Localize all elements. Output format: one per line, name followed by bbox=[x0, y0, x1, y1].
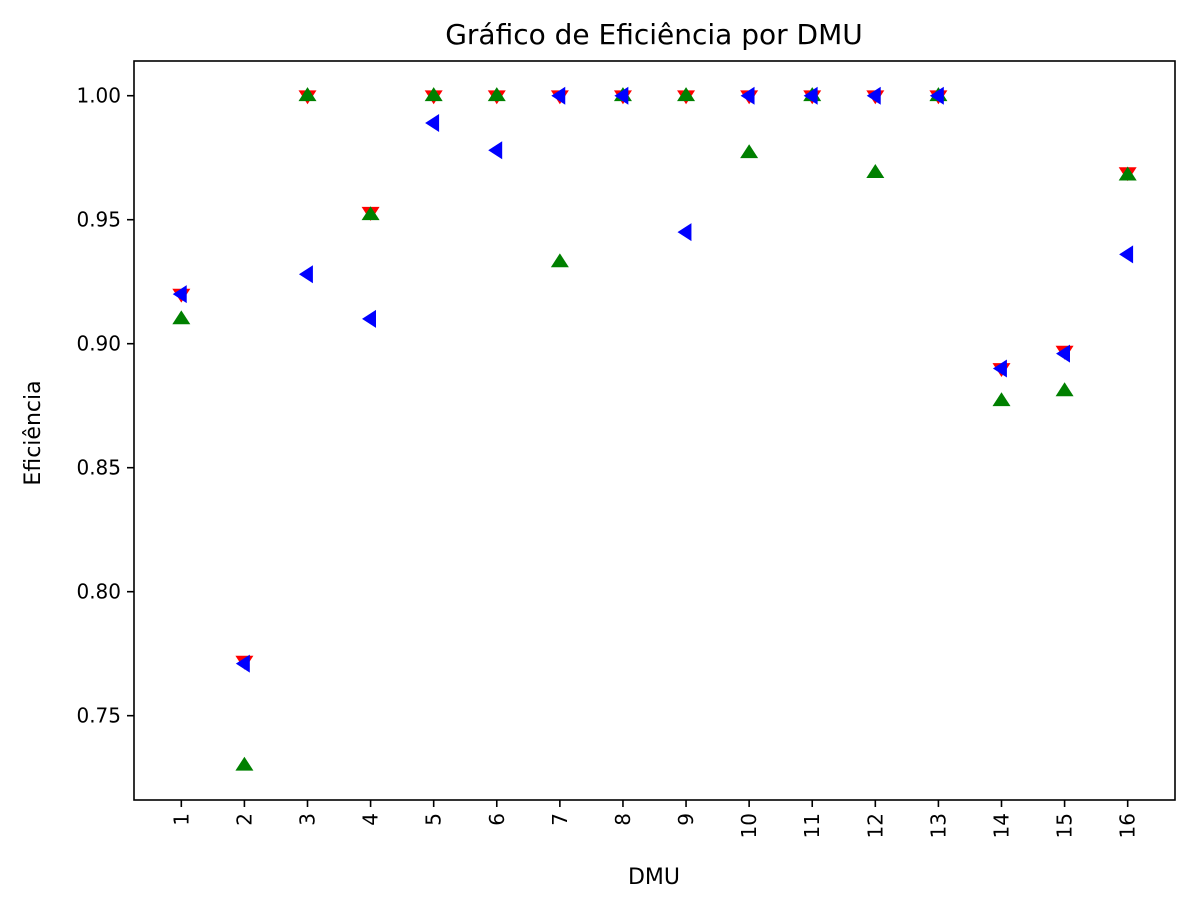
x-tick-label: 3 bbox=[296, 813, 320, 826]
y-axis-label: Eficiência bbox=[21, 380, 46, 485]
data-point-series-3 bbox=[929, 86, 944, 105]
x-tick-label: 7 bbox=[548, 813, 572, 826]
data-point-series-3 bbox=[172, 285, 187, 304]
data-marks bbox=[172, 86, 1137, 771]
data-point-series-2 bbox=[172, 310, 191, 325]
data-point-series-3 bbox=[677, 223, 692, 242]
x-tick-label: 13 bbox=[926, 813, 950, 838]
data-point-series-2 bbox=[361, 206, 380, 221]
y-tick-label: 0.80 bbox=[76, 580, 121, 604]
x-tick-label: 8 bbox=[611, 813, 635, 826]
data-point-series-3 bbox=[362, 309, 376, 328]
x-tick-label: 5 bbox=[422, 813, 446, 826]
data-point-series-2 bbox=[1055, 382, 1074, 397]
data-point-series-3 bbox=[803, 86, 818, 105]
y-tick-label: 0.95 bbox=[76, 208, 121, 232]
data-point-series-2 bbox=[740, 144, 759, 159]
y-tick-label: 0.75 bbox=[76, 704, 121, 728]
data-point-series-2 bbox=[866, 164, 885, 178]
x-tick-label: 11 bbox=[800, 813, 824, 838]
x-tick-label: 14 bbox=[990, 813, 1014, 838]
x-tick-label: 6 bbox=[485, 813, 509, 826]
data-point-series-3 bbox=[425, 113, 440, 132]
x-tick-label: 16 bbox=[1116, 813, 1140, 838]
data-point-series-2 bbox=[1118, 166, 1137, 181]
plot-area bbox=[133, 60, 1176, 801]
x-tick-label: 1 bbox=[169, 813, 193, 826]
data-point-series-2 bbox=[487, 87, 506, 102]
x-tick-label: 2 bbox=[232, 813, 256, 826]
y-tick-label: 0.85 bbox=[76, 456, 121, 480]
data-point-series-3 bbox=[740, 86, 755, 105]
data-point-series-2 bbox=[424, 87, 443, 102]
y-tick-label: 0.90 bbox=[76, 332, 121, 356]
data-point-series-2 bbox=[298, 87, 317, 102]
data-point-series-3 bbox=[1119, 245, 1134, 264]
x-tick-label: 15 bbox=[1053, 813, 1077, 838]
data-point-series-3 bbox=[298, 265, 313, 284]
x-tick-label: 12 bbox=[863, 813, 887, 838]
x-axis-label: DMU bbox=[628, 865, 680, 890]
x-tick-label: 4 bbox=[359, 813, 383, 826]
data-point-series-2 bbox=[550, 253, 569, 268]
data-point-series-3 bbox=[614, 86, 629, 105]
x-tick-label: 10 bbox=[737, 813, 761, 838]
x-axis: 1 2 3 4 5 6 7 8 9 10 11 12 13 14 15 16 bbox=[169, 800, 1140, 838]
data-point-series-3 bbox=[992, 359, 1007, 378]
data-point-series-3 bbox=[1056, 344, 1070, 363]
chart-title: Gráfico de Eficiência por DMU bbox=[445, 18, 863, 51]
plot-frame bbox=[133, 60, 1176, 801]
y-tick-label: 1.00 bbox=[76, 84, 121, 108]
data-point-series-3 bbox=[488, 141, 503, 160]
data-point-series-3 bbox=[551, 86, 566, 105]
data-point-series-2 bbox=[677, 87, 696, 102]
data-point-series-2 bbox=[992, 392, 1011, 407]
x-tick-label: 9 bbox=[674, 813, 698, 826]
y-axis: 0.75 0.80 0.85 0.90 0.95 1.00 bbox=[76, 84, 134, 728]
data-point-series-3 bbox=[866, 86, 881, 105]
data-point-series-2 bbox=[235, 756, 254, 771]
data-point-series-3 bbox=[235, 654, 250, 673]
